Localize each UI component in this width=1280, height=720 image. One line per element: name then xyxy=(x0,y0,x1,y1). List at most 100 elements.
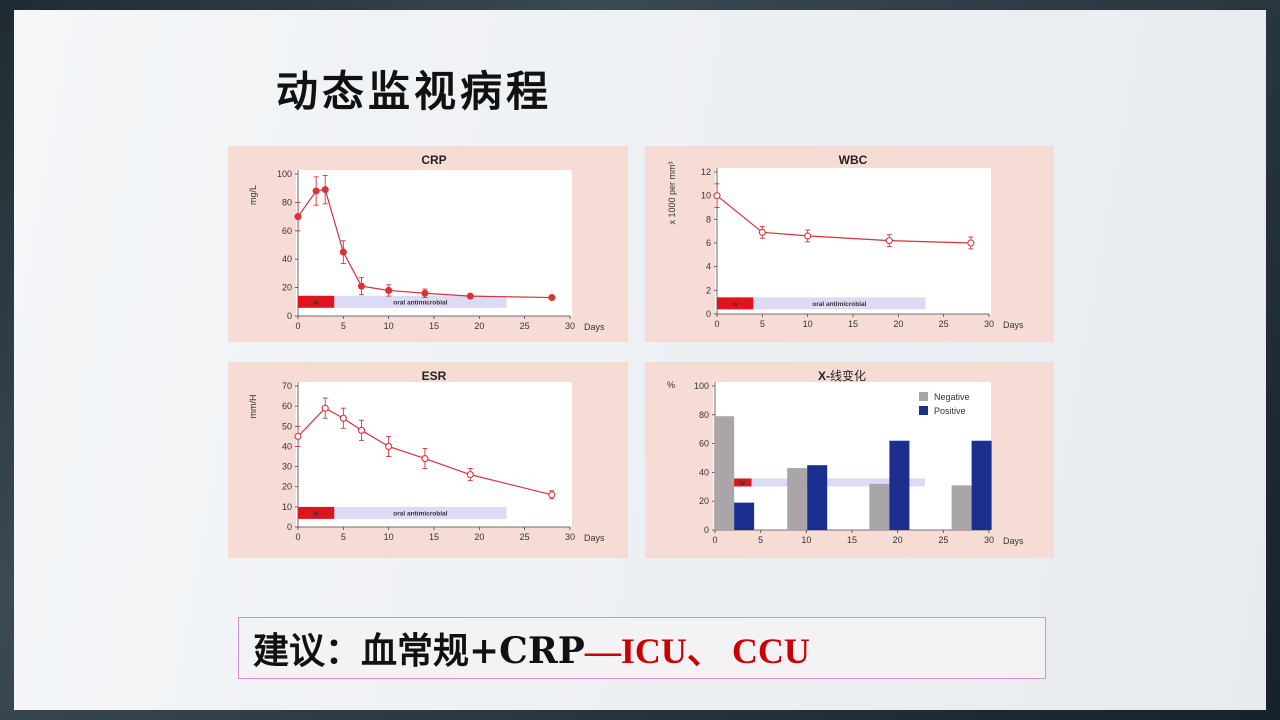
xray-legend-label: Negative xyxy=(934,392,970,402)
wbc-iv-therapy-label: iv xyxy=(732,301,738,308)
crp-oral-therapy-bar xyxy=(334,295,507,308)
xray-iv-therapy-label: iv xyxy=(740,480,746,487)
xray-y-tick-label: 20 xyxy=(699,496,709,506)
crp-y-tick-label: 0 xyxy=(287,311,292,321)
wbc-data-point xyxy=(885,237,893,245)
wbc-y-tick-label: 10 xyxy=(701,191,711,201)
xray-x-tick-label: 5 xyxy=(758,535,763,545)
crp-y-tick-label: 80 xyxy=(282,197,292,207)
esr-data-point xyxy=(421,454,429,463)
crp-chart-panel: CRP 0 20 40 60 80 100 0 5 10 15 20 25 30 Days mg/L iv ora… xyxy=(228,146,628,342)
esr-data-point xyxy=(466,471,474,479)
esr-y-tick-label: 20 xyxy=(282,482,292,492)
crp-x-axis-label: Days xyxy=(584,322,605,332)
crp-chart: CRP 0 20 40 60 80 100 0 5 10 15 20 25 30 Days mg/L iv ora… xyxy=(248,153,605,332)
crp-title: CRP xyxy=(421,153,446,167)
wbc-x-tick-label: 10 xyxy=(803,319,813,329)
wbc-x-tick-label: 25 xyxy=(939,319,949,329)
crp-data-point xyxy=(421,289,429,297)
esr-y-tick-label: 30 xyxy=(282,462,292,472)
crp-data-point xyxy=(385,286,393,294)
esr-y-tick-label: 40 xyxy=(282,441,292,451)
page-title: 动态监视病程 xyxy=(276,67,553,116)
esr-data-point xyxy=(385,442,393,450)
crp-x-tick-label: 15 xyxy=(429,321,439,331)
xray-bar-negative xyxy=(951,485,972,530)
esr-plot-area xyxy=(296,382,572,527)
esr-x-tick-label: 0 xyxy=(295,532,300,542)
slide xyxy=(14,10,1266,710)
crp-x-tick-label: 30 xyxy=(565,321,575,331)
esr-y-tick-label: 50 xyxy=(282,421,292,431)
esr-data-point xyxy=(548,491,556,499)
esr-data-point xyxy=(357,426,366,434)
crp-data-point xyxy=(321,186,329,194)
crp-x-tick-label: 20 xyxy=(474,321,484,331)
esr-x-axis-label: Days xyxy=(584,533,605,543)
crp-data-point xyxy=(294,213,302,221)
crp-y-tick-label: 20 xyxy=(282,283,292,293)
esr-y-tick-label: 60 xyxy=(282,401,292,411)
esr-y-tick-label: 70 xyxy=(282,381,292,391)
recommendation-highlight: —ICU、 CCU xyxy=(584,631,810,671)
crp-oral-therapy-label: oral antimicrobial xyxy=(393,299,447,306)
crp-data-point xyxy=(548,293,556,302)
xray-title: X-线变化 xyxy=(818,368,866,383)
wbc-oral-therapy-label: oral antimicrobial xyxy=(812,301,866,308)
xray-x-tick-label: 20 xyxy=(893,535,903,545)
crp-data-point xyxy=(357,282,366,290)
esr-iv-therapy-label: iv xyxy=(313,510,319,517)
esr-y-tick-label: 10 xyxy=(282,502,292,512)
xray-x-tick-label: 25 xyxy=(938,535,948,545)
crp-x-tick-label: 10 xyxy=(384,321,394,331)
xray-bar-positive xyxy=(807,465,828,530)
xray-legend-label: Positive xyxy=(934,406,966,416)
wbc-data-point xyxy=(758,228,766,236)
esr-oral-therapy-bar xyxy=(334,506,507,519)
xray-chart-panel: X-线变化 0 20 40 60 80 100 0 5 10 15 20 25 30 Days% iv Nega… xyxy=(645,362,1054,558)
esr-title: ESR xyxy=(422,369,447,383)
xray-x-tick-label: 0 xyxy=(712,535,717,545)
crp-y-axis-label: mg/L xyxy=(248,185,258,205)
esr-x-tick-label: 5 xyxy=(341,532,346,542)
xray-x-tick-label: 10 xyxy=(801,535,811,545)
esr-y-tick-label: 0 xyxy=(287,522,292,532)
xray-x-tick-label: 15 xyxy=(847,535,857,545)
wbc-x-tick-label: 5 xyxy=(760,319,765,329)
esr-x-tick-label: 15 xyxy=(429,532,439,542)
esr-x-tick-label: 25 xyxy=(520,532,530,542)
xray-x-axis-label: Days xyxy=(1003,536,1024,546)
wbc-y-axis-label: x 1000 per mm³ xyxy=(667,161,677,224)
esr-y-axis-label: mm/H xyxy=(248,395,258,419)
wbc-oral-therapy-bar xyxy=(753,297,926,310)
esr-data-point xyxy=(321,404,329,412)
wbc-data-point xyxy=(804,232,812,240)
crp-data-point xyxy=(312,187,320,195)
crp-data-point xyxy=(466,292,474,300)
crp-iv-therapy-label: iv xyxy=(313,299,319,306)
crp-y-tick-label: 100 xyxy=(277,169,292,179)
crp-x-tick-label: 25 xyxy=(520,321,530,331)
wbc-chart-panel: WBC 0 2 4 6 8 10 12 0 5 10 15 20 25 30 Days x 1000 per m… xyxy=(645,146,1054,342)
crp-y-tick-label: 40 xyxy=(282,254,292,264)
wbc-chart: WBC 0 2 4 6 8 10 12 0 5 10 15 20 25 30 Days x 1000 per m… xyxy=(667,153,1024,330)
crp-x-tick-label: 5 xyxy=(341,321,346,331)
xray-y-tick-label: 80 xyxy=(699,410,709,420)
esr-iv-therapy-bar xyxy=(298,506,335,519)
wbc-x-axis-label: Days xyxy=(1003,320,1024,330)
xray-y-tick-label: 60 xyxy=(699,439,709,449)
wbc-y-tick-label: 0 xyxy=(706,309,711,319)
wbc-data-point xyxy=(967,239,975,247)
xray-bar-negative xyxy=(787,468,808,530)
xray-bar-positive xyxy=(971,440,992,530)
recommendation-prefix: 建议：血常规+CRP xyxy=(253,630,585,672)
wbc-y-tick-label: 12 xyxy=(701,167,711,177)
wbc-title: WBC xyxy=(839,153,868,167)
esr-data-point xyxy=(339,414,347,422)
wbc-x-tick-label: 30 xyxy=(984,319,994,329)
xray-bar-negative xyxy=(714,416,735,530)
xray-bar-positive xyxy=(889,440,910,530)
xray-plot-area xyxy=(713,382,991,530)
recommendation-box: 建议：血常规+CRP —ICU、 CCU xyxy=(238,617,1046,679)
wbc-data-point xyxy=(713,192,721,200)
